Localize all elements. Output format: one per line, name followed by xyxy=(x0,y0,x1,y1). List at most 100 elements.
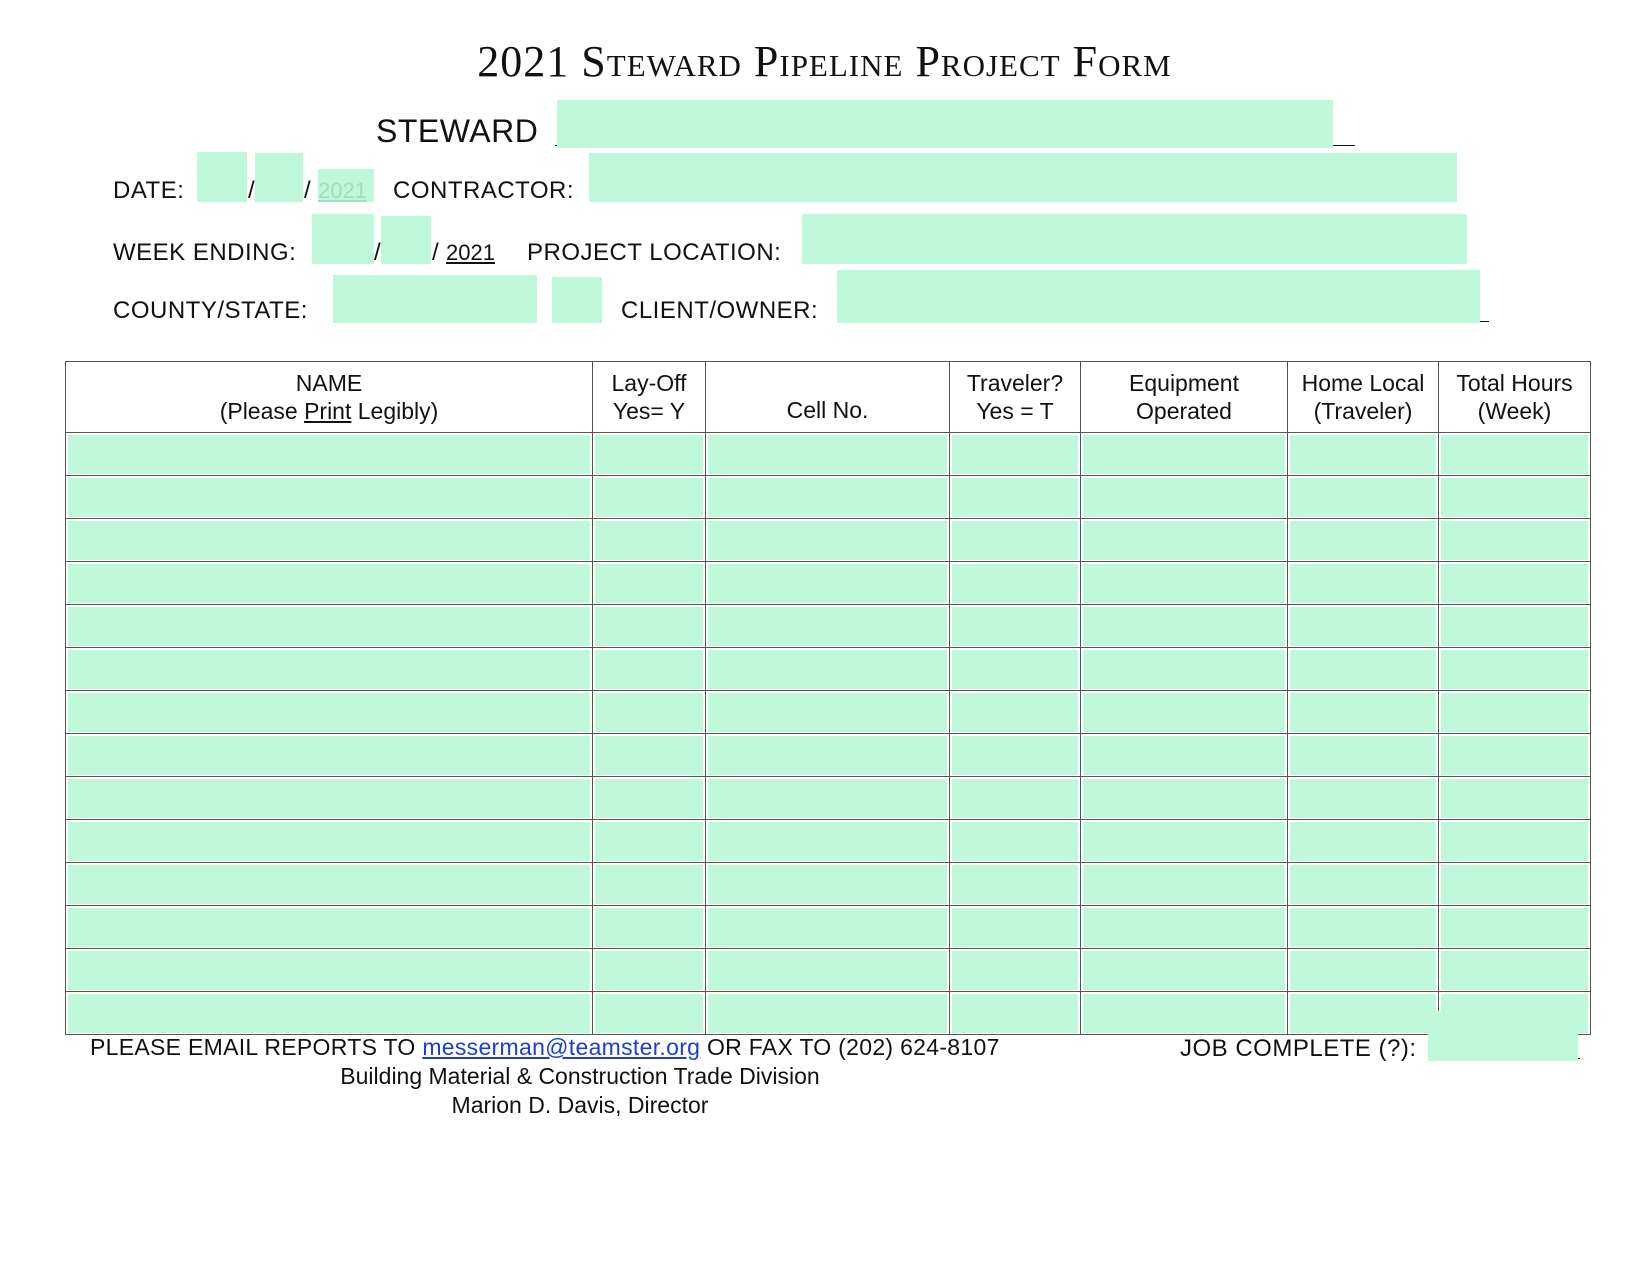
home-local-input[interactable] xyxy=(1288,563,1438,603)
equipment-input[interactable] xyxy=(1081,778,1287,818)
equipment-input[interactable] xyxy=(1081,993,1287,1033)
cell-no-input[interactable] xyxy=(706,692,949,732)
cell-no-input[interactable] xyxy=(706,434,949,474)
traveler-input[interactable] xyxy=(950,563,1080,603)
total-hours-input[interactable] xyxy=(1439,606,1590,646)
traveler-input[interactable] xyxy=(950,606,1080,646)
layoff-input[interactable] xyxy=(593,864,705,904)
date-month-input[interactable] xyxy=(197,152,247,202)
name-input[interactable] xyxy=(66,821,592,861)
equipment-input[interactable] xyxy=(1081,950,1287,990)
cell-no-input[interactable] xyxy=(706,477,949,517)
traveler-input[interactable] xyxy=(950,735,1080,775)
name-input[interactable] xyxy=(66,477,592,517)
traveler-input[interactable] xyxy=(950,950,1080,990)
traveler-input[interactable] xyxy=(950,434,1080,474)
equipment-input[interactable] xyxy=(1081,563,1287,603)
equipment-input[interactable] xyxy=(1081,649,1287,689)
total-hours-input[interactable] xyxy=(1439,434,1590,474)
name-input[interactable] xyxy=(66,735,592,775)
traveler-input[interactable] xyxy=(950,907,1080,947)
cell-no-input[interactable] xyxy=(706,649,949,689)
name-input[interactable] xyxy=(66,907,592,947)
total-hours-input[interactable] xyxy=(1439,778,1590,818)
name-input[interactable] xyxy=(66,649,592,689)
steward-input[interactable] xyxy=(557,100,1333,148)
layoff-input[interactable] xyxy=(593,606,705,646)
home-local-input[interactable] xyxy=(1288,434,1438,474)
home-local-input[interactable] xyxy=(1288,778,1438,818)
layoff-input[interactable] xyxy=(593,735,705,775)
cell-no-input[interactable] xyxy=(706,993,949,1033)
county-input[interactable] xyxy=(333,275,537,323)
date-year-field[interactable] xyxy=(318,169,374,202)
layoff-input[interactable] xyxy=(593,778,705,818)
home-local-input[interactable] xyxy=(1288,907,1438,947)
name-input[interactable] xyxy=(66,692,592,732)
cell-no-input[interactable] xyxy=(706,907,949,947)
total-hours-input[interactable] xyxy=(1439,864,1590,904)
total-hours-input[interactable] xyxy=(1439,563,1590,603)
home-local-input[interactable] xyxy=(1288,950,1438,990)
layoff-input[interactable] xyxy=(593,692,705,732)
total-hours-input[interactable] xyxy=(1439,821,1590,861)
home-local-input[interactable] xyxy=(1288,649,1438,689)
cell-no-input[interactable] xyxy=(706,735,949,775)
equipment-input[interactable] xyxy=(1081,520,1287,560)
home-local-input[interactable] xyxy=(1288,864,1438,904)
name-input[interactable] xyxy=(66,950,592,990)
name-input[interactable] xyxy=(66,520,592,560)
total-hours-input[interactable] xyxy=(1439,692,1590,732)
equipment-input[interactable] xyxy=(1081,735,1287,775)
cell-no-input[interactable] xyxy=(706,563,949,603)
cell-no-input[interactable] xyxy=(706,864,949,904)
footer-email-link[interactable]: messerman@teamster.org xyxy=(422,1034,701,1060)
equipment-input[interactable] xyxy=(1081,821,1287,861)
cell-no-input[interactable] xyxy=(706,606,949,646)
home-local-input[interactable] xyxy=(1288,477,1438,517)
cell-no-input[interactable] xyxy=(706,950,949,990)
total-hours-input[interactable] xyxy=(1439,649,1590,689)
equipment-input[interactable] xyxy=(1081,434,1287,474)
home-local-input[interactable] xyxy=(1288,692,1438,732)
home-local-input[interactable] xyxy=(1288,821,1438,861)
layoff-input[interactable] xyxy=(593,434,705,474)
total-hours-input[interactable] xyxy=(1439,907,1590,947)
layoff-input[interactable] xyxy=(593,950,705,990)
equipment-input[interactable] xyxy=(1081,907,1287,947)
home-local-input[interactable] xyxy=(1288,520,1438,560)
traveler-input[interactable] xyxy=(950,692,1080,732)
job-complete-input[interactable] xyxy=(1428,1011,1578,1061)
layoff-input[interactable] xyxy=(593,907,705,947)
layoff-input[interactable] xyxy=(593,477,705,517)
total-hours-input[interactable] xyxy=(1439,950,1590,990)
week-day-input[interactable] xyxy=(381,216,431,264)
layoff-input[interactable] xyxy=(593,649,705,689)
week-month-input[interactable] xyxy=(312,214,374,264)
traveler-input[interactable] xyxy=(950,477,1080,517)
traveler-input[interactable] xyxy=(950,821,1080,861)
equipment-input[interactable] xyxy=(1081,692,1287,732)
name-input[interactable] xyxy=(66,864,592,904)
equipment-input[interactable] xyxy=(1081,606,1287,646)
layoff-input[interactable] xyxy=(593,821,705,861)
equipment-input[interactable] xyxy=(1081,864,1287,904)
traveler-input[interactable] xyxy=(950,864,1080,904)
date-day-input[interactable] xyxy=(255,153,303,202)
home-local-input[interactable] xyxy=(1288,606,1438,646)
state-input[interactable] xyxy=(552,277,602,323)
cell-no-input[interactable] xyxy=(706,520,949,560)
layoff-input[interactable] xyxy=(593,520,705,560)
layoff-input[interactable] xyxy=(593,563,705,603)
project-location-input[interactable] xyxy=(802,214,1467,264)
equipment-input[interactable] xyxy=(1081,477,1287,517)
name-input[interactable] xyxy=(66,993,592,1033)
name-input[interactable] xyxy=(66,563,592,603)
contractor-input[interactable] xyxy=(589,153,1457,202)
cell-no-input[interactable] xyxy=(706,821,949,861)
total-hours-input[interactable] xyxy=(1439,477,1590,517)
name-input[interactable] xyxy=(66,434,592,474)
total-hours-input[interactable] xyxy=(1439,520,1590,560)
cell-no-input[interactable] xyxy=(706,778,949,818)
name-input[interactable] xyxy=(66,778,592,818)
